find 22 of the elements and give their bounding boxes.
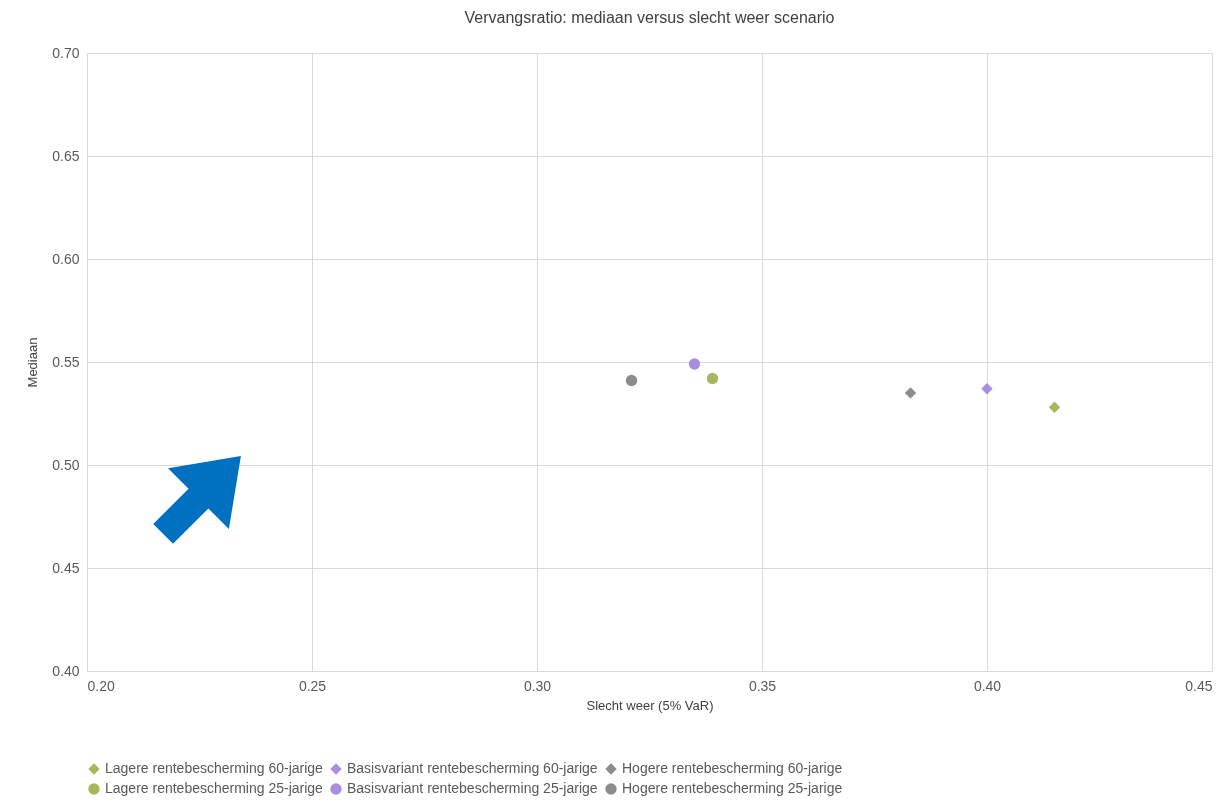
- legend-label: Lagere rentebescherming 25-jarige: [105, 780, 324, 796]
- x-tick-label: 0.20: [87, 677, 115, 694]
- legend-label: Basisvariant rentebescherming 60-jarige: [347, 760, 598, 776]
- x-tick-label: 0.45: [1185, 677, 1213, 694]
- legend-label: Lagere rentebescherming 60-jarige: [105, 760, 324, 776]
- x-tick-label: 0.40: [973, 677, 1002, 694]
- chart-title: Vervangsratio: mediaan versus slecht weer scenario: [464, 9, 835, 26]
- legend-label: Hogere rentebescherming 60-jarige: [622, 760, 843, 776]
- x-tick-label: 0.25: [298, 677, 327, 694]
- y-tick-label: 0.60: [52, 250, 80, 267]
- y-tick-label: 0.45: [52, 559, 80, 576]
- y-tick-label: 0.55: [52, 353, 80, 370]
- legend-label: Basisvariant rentebescherming 25-jarige: [347, 780, 598, 796]
- y-tick-label: 0.50: [52, 456, 80, 473]
- x-tick-label: 0.35: [748, 677, 777, 694]
- y-tick-label: 0.65: [52, 147, 80, 164]
- y-tick-label: 0.40: [52, 662, 80, 679]
- x-tick-label: 0.30: [523, 677, 552, 694]
- y-tick-label: 0.70: [52, 44, 80, 61]
- y-axis-title: Mediaan: [25, 337, 41, 388]
- x-axis-title: Slecht weer (5% VaR): [586, 697, 714, 713]
- legend-label: Hogere rentebescherming 25-jarige: [622, 780, 843, 796]
